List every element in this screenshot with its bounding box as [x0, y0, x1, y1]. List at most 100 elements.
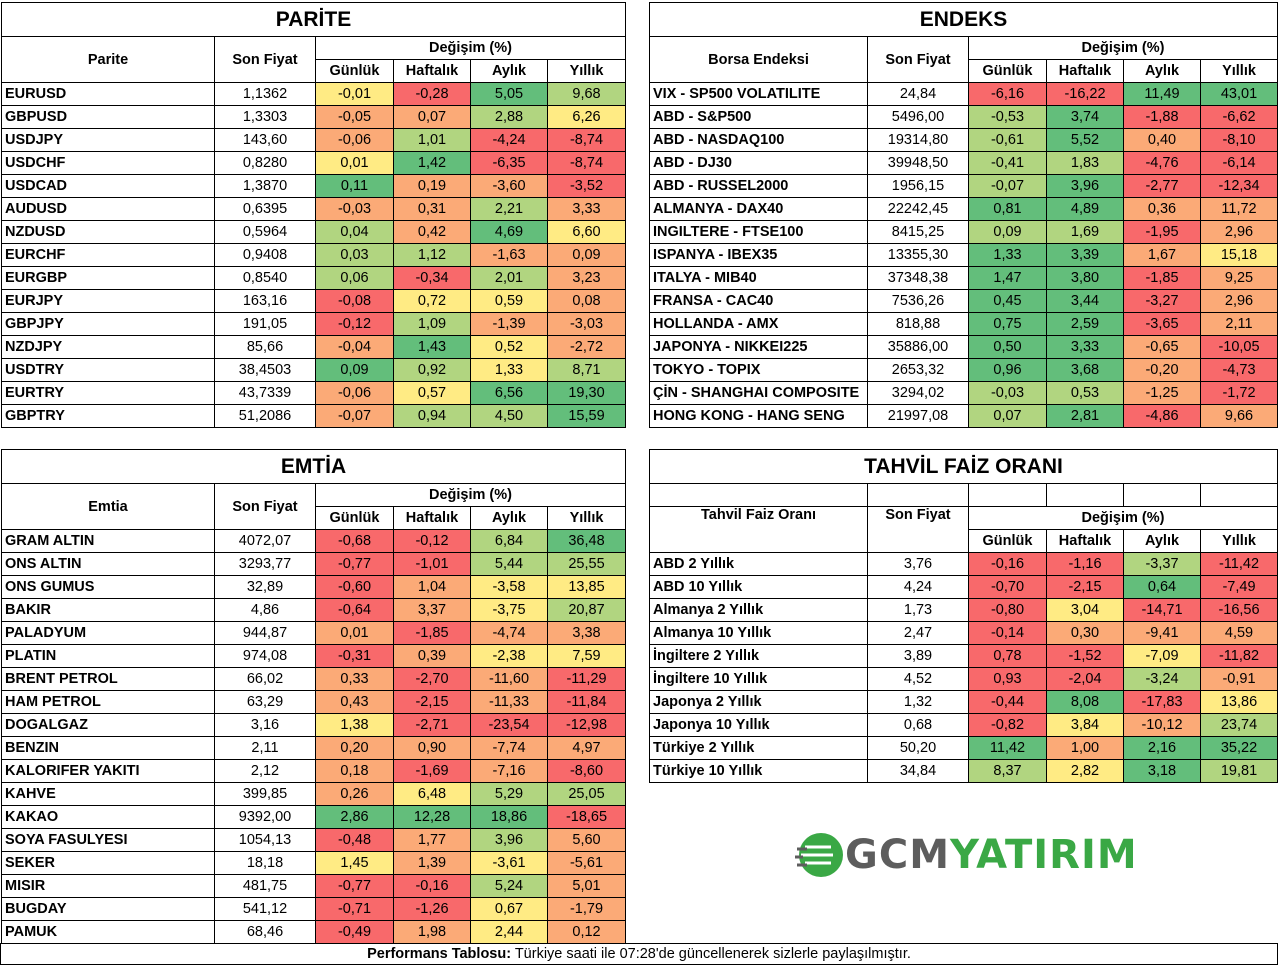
- logo-part2: YATIRIM: [950, 832, 1138, 878]
- tahvil-row: İngiltere 10 Yıllık 4,52 0,93 -2,04 -3,24 -0,…: [649, 667, 1278, 691]
- daily-change: -0,06: [315, 381, 394, 405]
- last-price: 143,60: [214, 128, 316, 152]
- daily-change: -0,82: [968, 713, 1047, 737]
- weekly-change: 1,00: [1046, 736, 1124, 760]
- yearly-change: -2,72: [547, 335, 626, 359]
- last-price: 944,87: [214, 621, 316, 645]
- monthly-change: 4,69: [470, 220, 548, 244]
- emtia-row: BENZIN 2,11 0,20 0,90 -7,74 4,97: [1, 736, 626, 760]
- daily-change: 0,06: [315, 266, 394, 290]
- yearly-change: -5,61: [547, 851, 626, 875]
- daily-change: -0,01: [315, 82, 394, 106]
- weekly-change: 3,74: [1046, 105, 1124, 129]
- yearly-change: 9,68: [547, 82, 626, 106]
- endeks-change-header: Değişim (%): [968, 36, 1278, 60]
- yearly-change: 43,01: [1200, 82, 1278, 106]
- last-price: 0,5964: [214, 220, 316, 244]
- daily-change: 1,47: [968, 266, 1047, 290]
- monthly-change: -1,88: [1123, 105, 1201, 129]
- yearly-change: 9,66: [1200, 404, 1278, 428]
- logo-text: GCMYATIRIM: [845, 832, 1138, 878]
- weekly-change: 3,96: [1046, 174, 1124, 198]
- monthly-change: -2,38: [470, 644, 548, 668]
- monthly-change: 5,44: [470, 552, 548, 576]
- yearly-change: 15,18: [1200, 243, 1278, 267]
- tahvil-row: ABD 10 Yıllık 4,24 -0,70 -2,15 0,64 -7,49: [649, 575, 1278, 599]
- last-price: 37348,38: [867, 266, 969, 290]
- endeks-row: TOKYO - TOPIX 2653,32 0,96 3,68 -0,20 -4,73: [649, 358, 1278, 382]
- daily-change: 0,50: [968, 335, 1047, 359]
- last-price: 4,24: [867, 575, 969, 599]
- parite-row: USDJPY 143,60 -0,06 1,01 -4,24 -8,74: [1, 128, 626, 152]
- yearly-change: 2,96: [1200, 289, 1278, 313]
- yearly-change: 4,97: [547, 736, 626, 760]
- weekly-change: -0,28: [393, 82, 471, 106]
- emtia-row: SEKER 18,18 1,45 1,39 -3,61 -5,61: [1, 851, 626, 875]
- parite-row: AUDUSD 0,6395 -0,03 0,31 2,21 3,33: [1, 197, 626, 221]
- daily-change: 0,03: [315, 243, 394, 267]
- last-price: 22242,45: [867, 197, 969, 221]
- last-price: 4072,07: [214, 529, 316, 553]
- yearly-change: 13,86: [1200, 690, 1278, 714]
- emtia-table: EMTİA Emtia Son Fiyat Değişim (%) Günlük…: [1, 449, 626, 944]
- weekly-change: 3,68: [1046, 358, 1124, 382]
- tahvil-row: Almanya 10 Yıllık 2,47 -0,14 0,30 -9,41 4,59: [649, 621, 1278, 645]
- endeks-row: INGILTERE - FTSE100 8415,25 0,09 1,69 -1,95 2…: [649, 220, 1278, 244]
- last-price: 3,16: [214, 713, 316, 737]
- last-price: 5496,00: [867, 105, 969, 129]
- last-price: 0,8280: [214, 151, 316, 175]
- weekly-change: -0,34: [393, 266, 471, 290]
- last-price: 24,84: [867, 82, 969, 106]
- last-price: 3,89: [867, 644, 969, 668]
- monthly-change: 2,16: [1123, 736, 1201, 760]
- last-price: 18,18: [214, 851, 316, 875]
- last-price: 191,05: [214, 312, 316, 336]
- weekly-change: 3,33: [1046, 335, 1124, 359]
- last-price: 13355,30: [867, 243, 969, 267]
- emtia-row: HAM PETROL 63,29 0,43 -2,15 -11,33 -11,84: [1, 690, 626, 714]
- daily-change: -0,61: [968, 128, 1047, 152]
- last-price: 35886,00: [867, 335, 969, 359]
- weekly-change: -2,70: [393, 667, 471, 691]
- tahvil-row: İngiltere 2 Yıllık 3,89 0,78 -1,52 -7,09 -11,…: [649, 644, 1278, 668]
- last-price: 974,08: [214, 644, 316, 668]
- instrument-name: USDCAD: [1, 174, 215, 198]
- last-price: 0,68: [867, 713, 969, 737]
- instrument-name: ABD - RUSSEL2000: [649, 174, 868, 198]
- monthly-change: 0,64: [1123, 575, 1201, 599]
- endeks-row: ABD - S&P500 5496,00 -0,53 3,74 -1,88 -6,62: [649, 105, 1278, 129]
- last-price: 21997,08: [867, 404, 969, 428]
- instrument-name: Almanya 10 Yıllık: [649, 621, 868, 645]
- footer-text: Türkiye saati ile 07:28'de güncellenerek…: [511, 946, 911, 962]
- yearly-change: -8,60: [547, 759, 626, 783]
- instrument-name: ITALYA - MIB40: [649, 266, 868, 290]
- yearly-change: -11,42: [1200, 552, 1278, 576]
- endeks-title: ENDEKS: [649, 2, 1278, 37]
- monthly-change: 4,50: [470, 404, 548, 428]
- yearly-change: -16,56: [1200, 598, 1278, 622]
- last-price: 66,02: [214, 667, 316, 691]
- weekly-change: 8,08: [1046, 690, 1124, 714]
- emtia-daily-header: Günlük: [315, 506, 394, 530]
- yearly-change: 35,22: [1200, 736, 1278, 760]
- endeks-table: ENDEKS Borsa Endeksi Son Fiyat Değişim (…: [649, 2, 1278, 428]
- tahvil-row: Türkiye 2 Yıllık 50,20 11,42 1,00 2,16 35,22: [649, 736, 1278, 760]
- last-price: 50,20: [867, 736, 969, 760]
- weekly-change: 0,42: [393, 220, 471, 244]
- endeks-yearly-header: Yıllık: [1200, 59, 1278, 83]
- tahvil-change-header: Değişim (%): [968, 506, 1278, 530]
- parite-weekly-header: Haftalık: [393, 59, 471, 83]
- last-price: 38,4503: [214, 358, 316, 382]
- last-price: 7536,26: [867, 289, 969, 313]
- instrument-name: DOGALGAZ: [1, 713, 215, 737]
- instrument-name: PLATIN: [1, 644, 215, 668]
- instrument-name: ALMANYA - DAX40: [649, 197, 868, 221]
- monthly-change: -3,75: [470, 598, 548, 622]
- footer-note: Performans Tablosu: Türkiye saati ile 07…: [0, 943, 1278, 965]
- weekly-change: 3,04: [1046, 598, 1124, 622]
- last-price: 39948,50: [867, 151, 969, 175]
- yearly-change: -8,74: [547, 151, 626, 175]
- tahvil-yearly-header: Yıllık: [1200, 529, 1278, 553]
- emtia-row: PAMUK 68,46 -0,49 1,98 2,44 0,12: [1, 920, 626, 944]
- last-price: 4,86: [214, 598, 316, 622]
